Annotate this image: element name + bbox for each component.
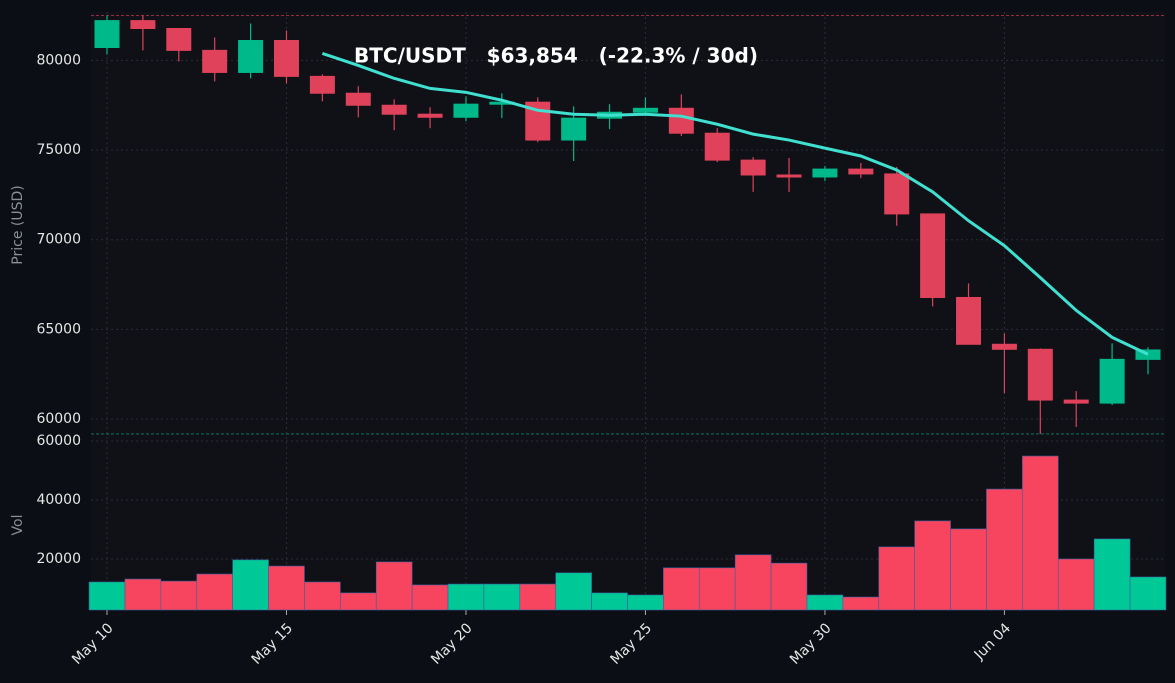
volume-bar — [447, 583, 485, 611]
volume-bar — [1129, 576, 1167, 611]
volume-bar — [1093, 538, 1131, 611]
volume-bar — [160, 580, 198, 611]
candle-body — [632, 107, 658, 113]
volume-bar — [986, 488, 1023, 611]
candle-body — [884, 173, 910, 215]
candle-body — [381, 104, 407, 115]
price-panel — [91, 12, 1165, 437]
candle-body — [94, 20, 120, 49]
candle-body — [273, 40, 299, 77]
y-tick-label: 75000 — [36, 142, 81, 158]
y-tick-label: 70000 — [36, 232, 81, 248]
candle-body — [704, 132, 730, 161]
volume-bar — [842, 596, 880, 611]
y-tick-label: 60000 — [36, 411, 81, 427]
candle-body — [956, 296, 982, 345]
volume-bar — [340, 592, 377, 611]
volume-bar — [232, 559, 269, 611]
candle-body — [1099, 358, 1125, 404]
candle-body — [848, 168, 874, 175]
volume-bar — [591, 592, 628, 611]
candle-body — [166, 27, 192, 51]
volume-bar — [698, 567, 736, 611]
candle-body — [202, 49, 228, 73]
candle-body — [668, 107, 694, 134]
candle-body — [812, 168, 838, 178]
candle-body — [1027, 348, 1053, 401]
volume-bar — [268, 565, 305, 611]
candle-body — [130, 20, 156, 29]
candle-body — [453, 103, 479, 118]
volume-bar — [124, 578, 162, 611]
volume-axis-label: Vol — [10, 515, 26, 536]
volume-bar — [627, 594, 664, 611]
candle-body — [1063, 399, 1089, 404]
candle-body — [345, 92, 371, 106]
volume-bar — [375, 561, 413, 611]
chart-title: BTC/USDT $63,854 (-22.3% / 30d) — [354, 44, 758, 68]
volume-bar — [1022, 455, 1059, 611]
y-axis-label: Price (USD) — [10, 185, 26, 264]
volume-tick-label: 40000 — [36, 492, 81, 508]
candle-body — [417, 113, 443, 118]
volume-bar — [483, 583, 521, 611]
volume-bar — [878, 546, 915, 611]
y-tick-label: 65000 — [36, 321, 81, 337]
candle-body — [740, 159, 766, 176]
volume-bar — [914, 520, 951, 611]
candle-body — [561, 117, 587, 141]
candle-body — [238, 40, 264, 73]
volume-bar — [411, 584, 449, 611]
candle-body — [991, 343, 1017, 350]
candle-body — [776, 174, 802, 178]
volume-bar — [734, 554, 772, 611]
candle-body — [920, 213, 946, 298]
volume-bar — [196, 573, 233, 611]
volume-bar — [519, 583, 557, 611]
volume-bar — [663, 567, 700, 611]
volume-bar — [770, 562, 808, 611]
volume-bar — [950, 528, 987, 611]
volume-bar — [304, 581, 341, 611]
volume-bar — [806, 594, 844, 611]
candle-body — [1135, 349, 1161, 360]
volume-tick-label: 60000 — [36, 433, 81, 449]
volume-bar — [555, 572, 592, 611]
candle-body — [309, 75, 335, 94]
volume-bar — [1057, 558, 1095, 611]
volume-bar — [88, 581, 126, 611]
volume-tick-label: 20000 — [36, 551, 81, 567]
moving-average-line — [321, 52, 1149, 356]
y-tick-label: 80000 — [36, 52, 81, 68]
